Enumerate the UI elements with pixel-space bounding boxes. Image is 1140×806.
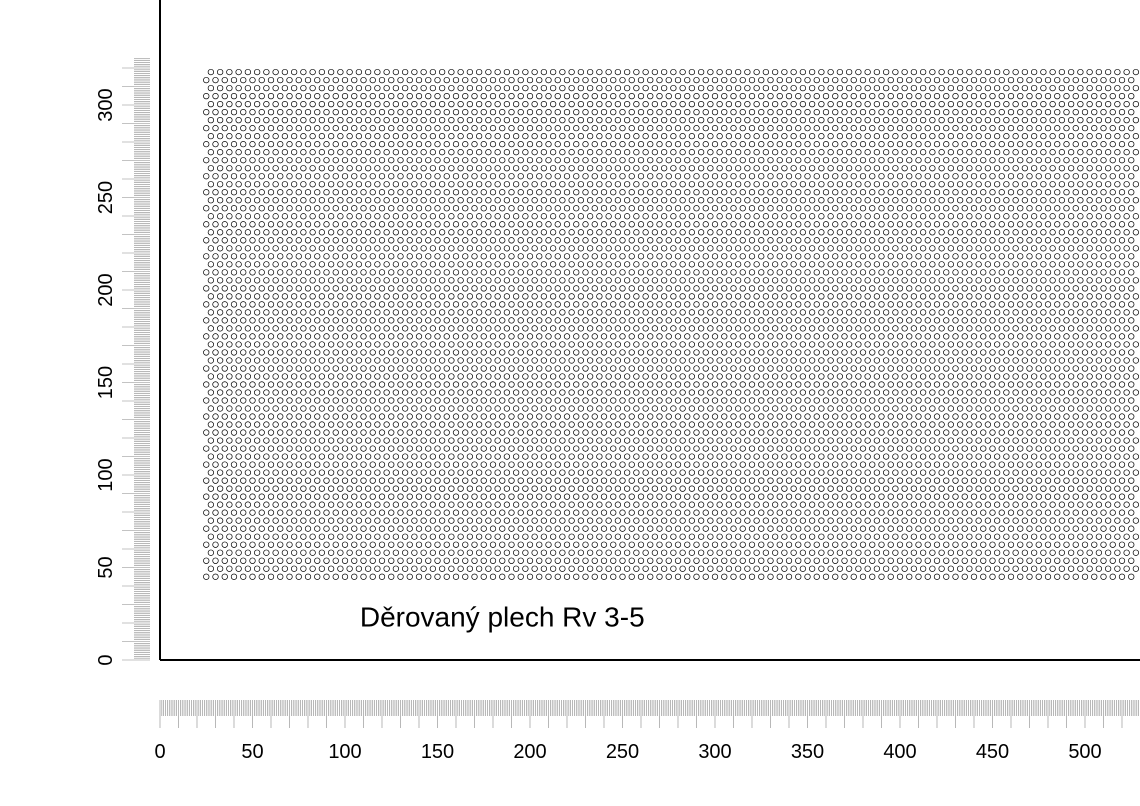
y-axis-label: 250 [95, 181, 117, 214]
x-axis-label: 350 [791, 741, 824, 763]
x-axis-label: 100 [328, 741, 361, 763]
diagram-title: Děrovaný plech Rv 3-5 [360, 602, 645, 633]
diagram-root: 0 50 100 150 200 250 300 0 50 100 150 200 250 300 350 4… [0, 0, 1140, 806]
y-axis-label: 100 [95, 458, 117, 491]
y-axis-label: 0 [95, 654, 117, 665]
y-axis-label: 50 [95, 556, 117, 578]
y-axis-label: 300 [95, 88, 117, 121]
x-axis-label: 150 [421, 741, 454, 763]
x-axis-label: 200 [513, 741, 546, 763]
x-axis-label: 250 [606, 741, 639, 763]
x-axis-label: 400 [883, 741, 916, 763]
x-axis-label: 450 [976, 741, 1009, 763]
x-axis-label: 50 [241, 741, 263, 763]
x-axis-label: 500 [1068, 741, 1101, 763]
y-axis-label: 150 [95, 366, 117, 399]
x-axis-label: 0 [154, 741, 165, 763]
x-axis-label: 300 [698, 741, 731, 763]
diagram-svg: 0 50 100 150 200 250 300 0 50 100 150 200 250 300 350 4… [0, 0, 1140, 806]
y-axis-label: 200 [95, 273, 117, 306]
